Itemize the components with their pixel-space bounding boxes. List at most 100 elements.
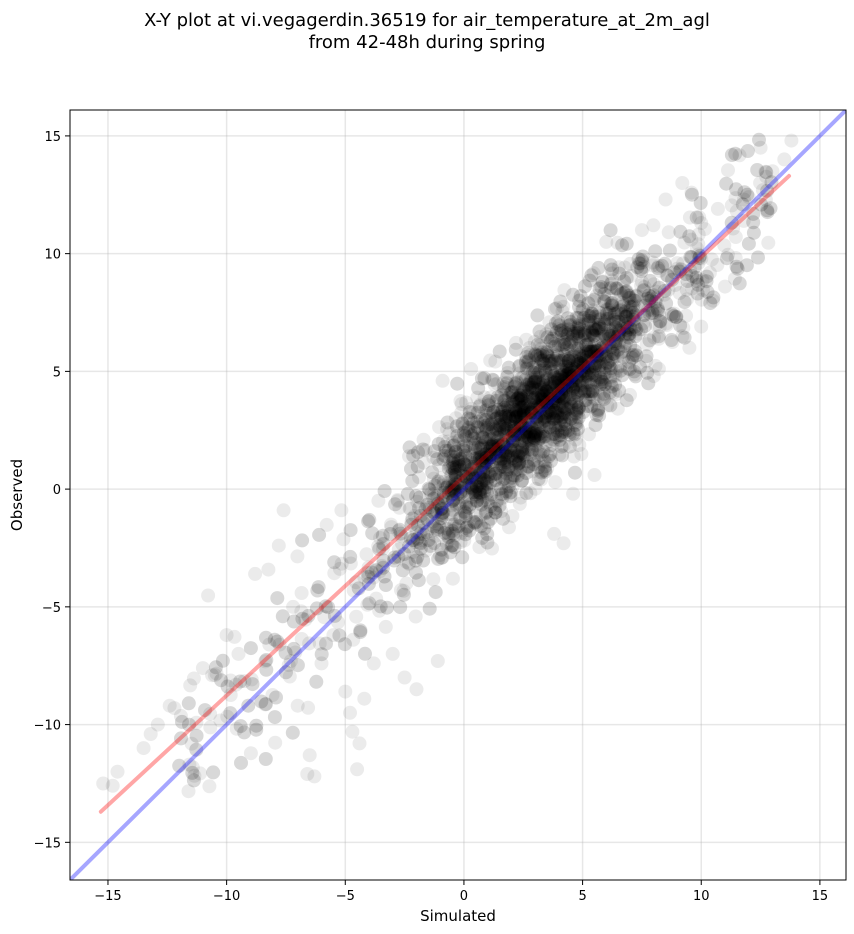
scatter-point xyxy=(664,333,679,347)
scatter-point xyxy=(561,363,576,378)
scatter-point xyxy=(563,314,578,329)
scatter-point xyxy=(469,515,484,529)
scatter-point xyxy=(558,325,573,340)
scatter-point xyxy=(526,457,541,472)
scatter-point xyxy=(627,293,642,308)
scatter-point xyxy=(479,455,494,470)
scatter-point xyxy=(475,493,490,508)
scatter-point xyxy=(627,319,642,334)
scatter-point xyxy=(561,351,576,366)
scatter-point xyxy=(402,440,417,455)
scatter-point xyxy=(514,388,529,403)
scatter-point xyxy=(150,717,165,732)
scatter-point xyxy=(489,393,504,408)
scatter-point xyxy=(501,403,516,418)
scatter-point xyxy=(627,293,642,308)
scatter-point xyxy=(416,442,430,457)
scatter-point xyxy=(575,375,590,390)
scatter-point xyxy=(553,353,568,368)
scatter-point xyxy=(624,269,639,283)
scatter-point xyxy=(530,409,545,423)
scatter-point xyxy=(278,645,293,660)
scatter-point xyxy=(467,451,482,466)
scatter-point xyxy=(739,258,754,273)
scatter-point xyxy=(544,395,559,409)
scatter-point xyxy=(448,519,463,534)
scatter-point xyxy=(551,389,566,404)
y-tick-label: 10 xyxy=(44,248,61,263)
scatter-point xyxy=(530,417,545,432)
scatter-point xyxy=(589,408,604,422)
scatter-point xyxy=(563,350,578,365)
scatter-point xyxy=(561,423,576,438)
scatter-point xyxy=(682,340,697,355)
scatter-point xyxy=(597,315,612,330)
scatter-point xyxy=(434,511,449,526)
scatter-point xyxy=(642,306,657,321)
scatter-point xyxy=(693,196,708,210)
scatter-point xyxy=(547,367,562,382)
scatter-point xyxy=(502,409,516,424)
scatter-point xyxy=(540,348,554,362)
scatter-point xyxy=(566,326,581,341)
scatter-point xyxy=(539,344,554,359)
scatter-point xyxy=(436,489,451,503)
scatter-point xyxy=(249,722,264,737)
scatter-point xyxy=(234,755,248,770)
scatter-point xyxy=(248,566,263,581)
scatter-point xyxy=(361,514,376,529)
scatter-point xyxy=(569,402,584,417)
scatter-point xyxy=(532,427,546,442)
scatter-point xyxy=(566,353,581,368)
scatter-point xyxy=(548,420,563,435)
scatter-point xyxy=(635,255,650,270)
scatter-point xyxy=(506,385,520,399)
scatter-point xyxy=(201,588,216,603)
scatter-point xyxy=(589,323,604,337)
scatter-point xyxy=(503,471,518,486)
scatter-point xyxy=(498,471,512,486)
scatter-point xyxy=(578,279,592,294)
scatter-point xyxy=(568,338,583,353)
scatter-point xyxy=(595,332,610,347)
scatter-point xyxy=(584,399,599,414)
scatter-point xyxy=(422,482,437,497)
scatter-point xyxy=(491,451,506,466)
scatter-point xyxy=(467,461,482,476)
scatter-point xyxy=(512,456,527,470)
scatter-point xyxy=(555,425,569,440)
scatter-point xyxy=(500,369,515,384)
scatter-point xyxy=(434,550,449,565)
scatter-point xyxy=(599,346,614,361)
scatter-point xyxy=(408,553,423,568)
scatter-point xyxy=(501,360,516,375)
scatter-point xyxy=(508,454,523,469)
scatter-point xyxy=(524,380,539,394)
scatter-point xyxy=(500,414,515,429)
scatter-point xyxy=(512,445,527,460)
scatter-point xyxy=(479,504,494,519)
scatter-point xyxy=(451,433,466,448)
scatter-point xyxy=(483,469,498,484)
scatter-point xyxy=(469,463,484,478)
scatter-point xyxy=(505,451,520,466)
scatter-point xyxy=(579,338,594,352)
scatter-point xyxy=(667,265,682,280)
scatter-point xyxy=(203,720,218,735)
scatter-point xyxy=(593,374,607,389)
scatter-point xyxy=(409,489,424,504)
scatter-point xyxy=(468,435,483,450)
scatter-point xyxy=(571,400,586,415)
scatter-point xyxy=(549,397,564,412)
scatter-point xyxy=(480,535,495,550)
scatter-point xyxy=(470,390,485,405)
scatter-point xyxy=(523,420,538,435)
scatter-point xyxy=(312,636,327,651)
scatter-point xyxy=(503,471,518,486)
scatter-point xyxy=(537,388,552,403)
scatter-point xyxy=(434,495,449,510)
scatter-point xyxy=(483,511,498,526)
scatter-point xyxy=(393,600,408,615)
scatter-point xyxy=(496,376,511,391)
scatter-point xyxy=(207,668,222,683)
